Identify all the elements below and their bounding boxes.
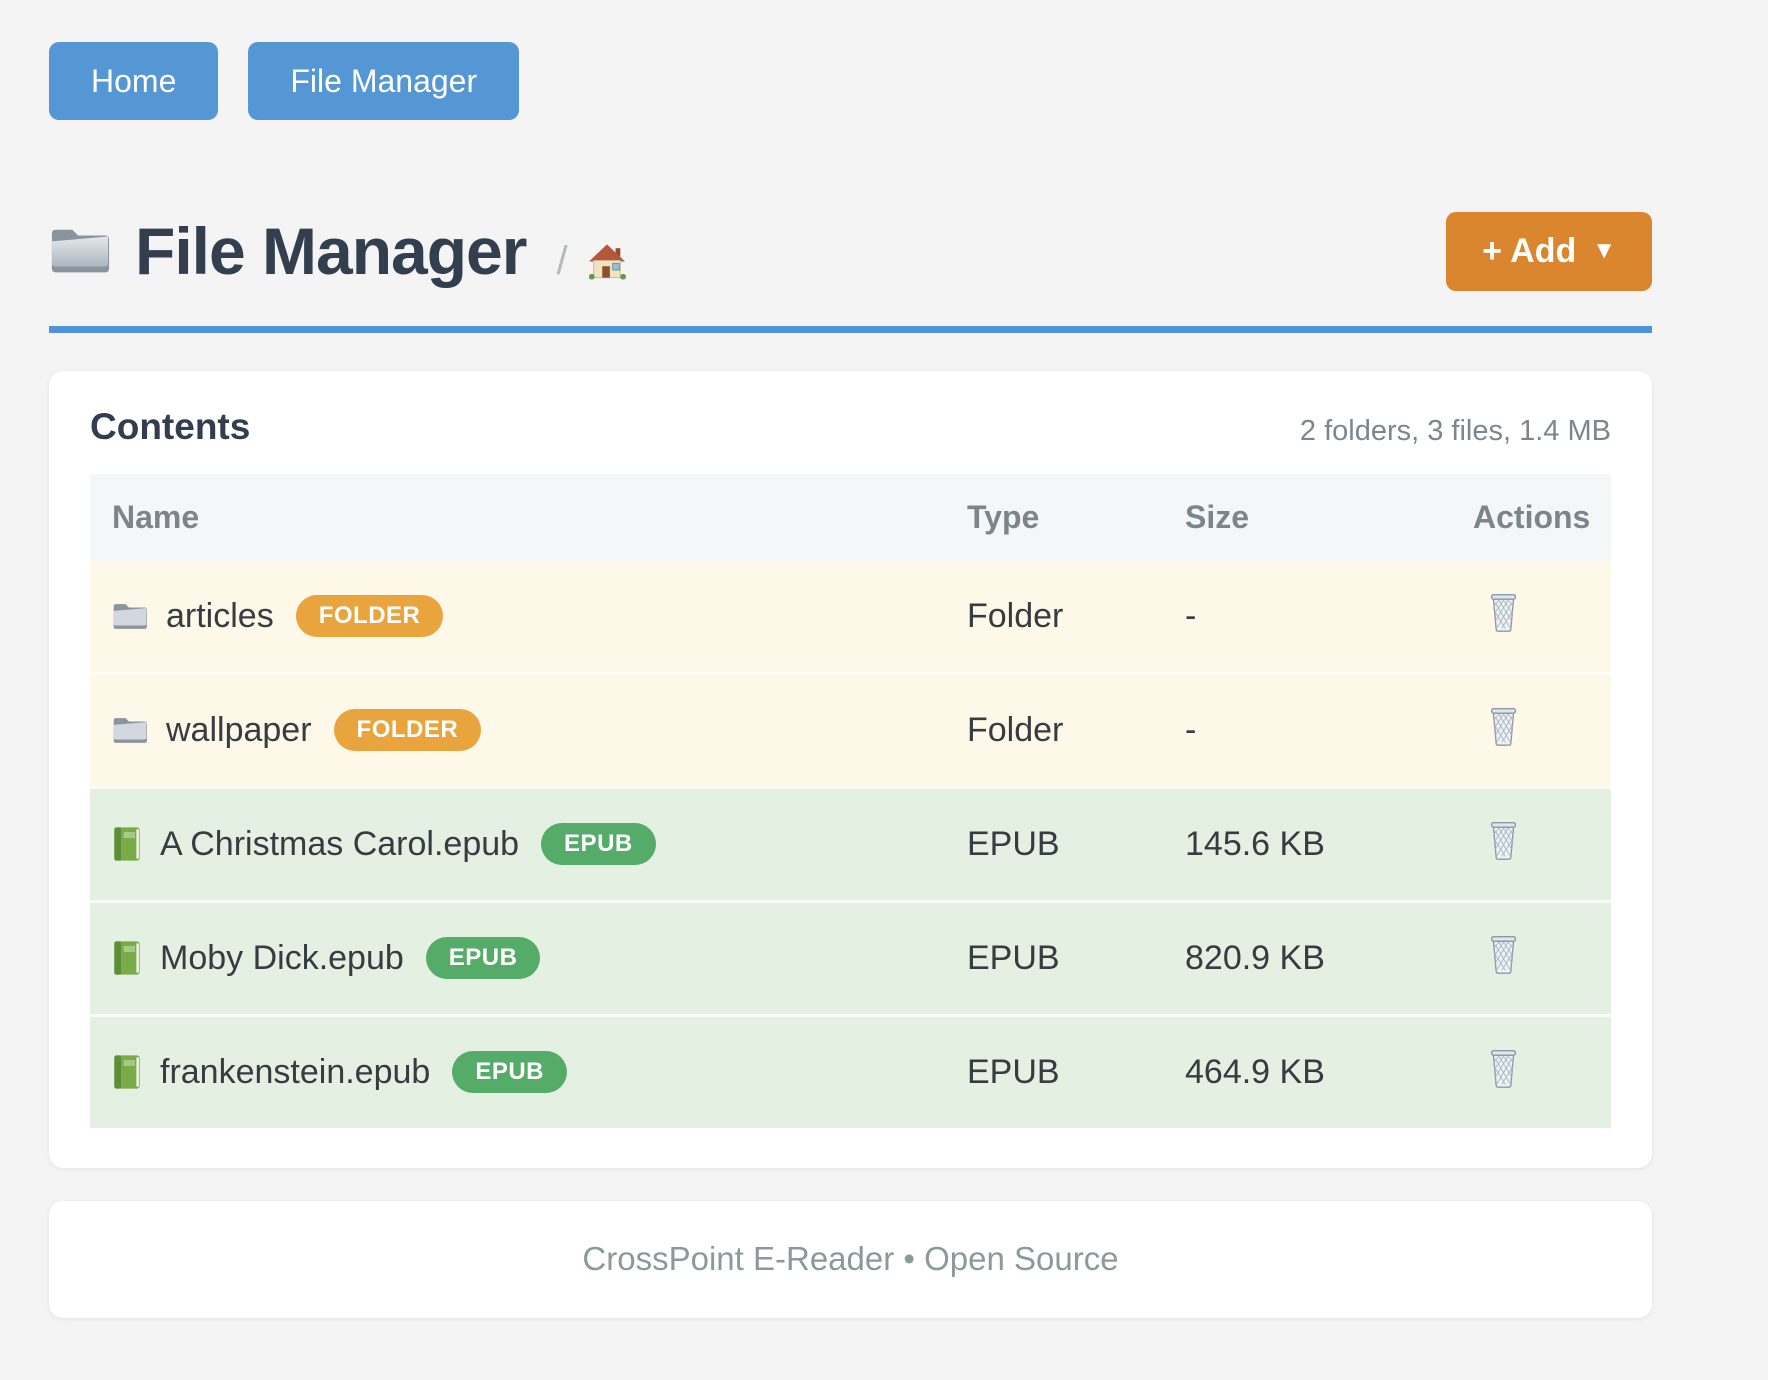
footer: CrossPoint E-Reader • Open Source	[49, 1200, 1652, 1318]
green-book-icon	[112, 826, 142, 862]
breadcrumb: /	[556, 238, 626, 284]
type-badge: EPUB	[425, 937, 541, 980]
file-type: Folder	[967, 560, 1185, 674]
page-title: File Manager	[135, 214, 527, 288]
file-size: 820.9 KB	[1185, 899, 1473, 1016]
table-row: wallpaper FOLDER Folder -	[90, 671, 1611, 788]
contents-card: Contents 2 folders, 3 files, 1.4 MB Name…	[49, 371, 1652, 1168]
folder-icon	[49, 224, 111, 278]
name-cell: articles FOLDER	[90, 595, 967, 638]
file-name[interactable]: A Christmas Carol.epub	[160, 824, 520, 863]
add-button[interactable]: + Add ▼	[1446, 211, 1652, 291]
table-row: A Christmas Carol.epub EPUB EPUB 145.6 K…	[90, 785, 1611, 902]
green-book-icon	[112, 1054, 142, 1090]
type-badge: EPUB	[541, 823, 656, 866]
file-name[interactable]: frankenstein.epub	[160, 1052, 431, 1091]
column-header-size: Size	[1185, 473, 1473, 561]
file-name[interactable]: Moby Dick.epub	[160, 938, 404, 977]
table-row: frankenstein.epub EPUB EPUB 464.9 KB	[90, 1013, 1611, 1128]
column-header-name: Name	[90, 473, 967, 561]
file-size: 145.6 KB	[1185, 785, 1473, 902]
file-type: EPUB	[967, 785, 1185, 902]
folder-icon	[112, 715, 148, 746]
nav-buttons: Home File Manager	[49, 42, 1652, 120]
delete-button[interactable]	[1473, 819, 1522, 861]
folder-icon	[112, 601, 148, 632]
name-cell: Moby Dick.epub EPUB	[90, 937, 967, 980]
column-header-actions: Actions	[1473, 473, 1611, 561]
home-icon[interactable]	[588, 243, 626, 280]
column-header-type: Type	[967, 473, 1185, 561]
breadcrumb-separator: /	[556, 238, 568, 283]
add-button-label: + Add	[1482, 231, 1577, 270]
green-book-icon	[112, 940, 142, 976]
divider	[49, 326, 1652, 333]
delete-button[interactable]	[1473, 933, 1522, 975]
file-manager-button[interactable]: File Manager	[248, 42, 520, 120]
delete-button[interactable]	[1473, 1047, 1522, 1089]
type-badge: FOLDER	[295, 595, 444, 638]
page: Home File Manager File Manager /	[49, 42, 1652, 1318]
type-badge: FOLDER	[333, 709, 482, 752]
title-row: File Manager / + Add ▼	[49, 210, 1652, 292]
contents-card-header: Contents 2 folders, 3 files, 1.4 MB	[90, 406, 1611, 448]
name-cell: A Christmas Carol.epub EPUB	[90, 823, 967, 866]
table-row: articles FOLDER Folder -	[90, 560, 1611, 674]
table-row: Moby Dick.epub EPUB EPUB 820.9 KB	[90, 899, 1611, 1016]
name-cell: wallpaper FOLDER	[90, 709, 967, 752]
file-type: EPUB	[967, 899, 1185, 1016]
file-size: -	[1185, 560, 1473, 674]
home-button[interactable]: Home	[49, 42, 219, 120]
delete-button[interactable]	[1473, 705, 1522, 747]
file-type: EPUB	[967, 1013, 1185, 1128]
name-cell: frankenstein.epub EPUB	[90, 1051, 967, 1094]
delete-button[interactable]	[1473, 591, 1522, 633]
contents-summary: 2 folders, 3 files, 1.4 MB	[1299, 414, 1611, 447]
footer-text: CrossPoint E-Reader • Open Source	[582, 1240, 1119, 1278]
caret-down-icon: ▼	[1592, 237, 1616, 264]
file-size: -	[1185, 671, 1473, 788]
file-size: 464.9 KB	[1185, 1013, 1473, 1128]
type-badge: EPUB	[452, 1051, 567, 1094]
contents-heading: Contents	[90, 406, 251, 447]
title-left: File Manager /	[49, 218, 626, 284]
table-header-row: Name Type Size Actions	[90, 473, 1611, 561]
file-type: Folder	[967, 671, 1185, 788]
file-name[interactable]: wallpaper	[166, 710, 312, 749]
file-name[interactable]: articles	[166, 596, 274, 635]
file-table: Name Type Size Actions articles FOLDER	[90, 473, 1611, 1128]
